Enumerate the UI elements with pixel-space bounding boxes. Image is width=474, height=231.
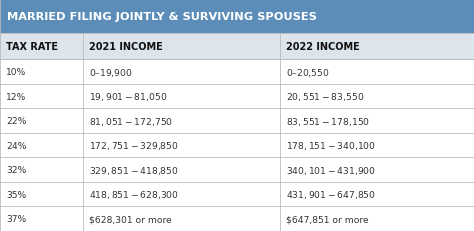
Bar — [0, 0, 474, 33]
Text: $647,851 or more: $647,851 or more — [286, 214, 368, 223]
Bar — [0, 109, 474, 133]
Bar — [0, 133, 474, 158]
Bar — [0, 60, 474, 85]
Text: $418,851 - $628,300: $418,851 - $628,300 — [89, 188, 179, 200]
Text: 2021 INCOME: 2021 INCOME — [89, 42, 163, 52]
Text: 32%: 32% — [6, 165, 27, 174]
Text: 24%: 24% — [6, 141, 27, 150]
Text: 35%: 35% — [6, 190, 26, 199]
Text: $0–$20,550: $0–$20,550 — [286, 66, 329, 78]
Text: $0–$19,900: $0–$19,900 — [89, 66, 133, 78]
Text: $178,151 - $340,100: $178,151 - $340,100 — [286, 140, 376, 152]
Text: TAX RATE: TAX RATE — [6, 42, 58, 52]
Bar — [0, 207, 474, 231]
Bar — [0, 182, 474, 207]
Text: 37%: 37% — [6, 214, 26, 223]
Bar — [0, 33, 474, 60]
Text: $81,051 - $172,750: $81,051 - $172,750 — [89, 115, 173, 127]
Text: 2022 INCOME: 2022 INCOME — [286, 42, 360, 52]
Text: $329,851 - $418,850: $329,851 - $418,850 — [89, 164, 179, 176]
Text: $340,101 - $431,900: $340,101 - $431,900 — [286, 164, 376, 176]
Bar — [0, 158, 474, 182]
Text: 12%: 12% — [6, 92, 27, 101]
Text: $20,551 - $83,550: $20,551 - $83,550 — [286, 91, 364, 103]
Text: $19,901 - $81,050: $19,901 - $81,050 — [89, 91, 167, 103]
Text: $431,901 - $647,850: $431,901 - $647,850 — [286, 188, 376, 200]
Bar — [0, 85, 474, 109]
Text: MARRIED FILING JOINTLY & SURVIVING SPOUSES: MARRIED FILING JOINTLY & SURVIVING SPOUS… — [7, 12, 317, 22]
Text: 22%: 22% — [6, 117, 27, 126]
Text: 10%: 10% — [6, 68, 27, 77]
Text: $172,751 - $329,850: $172,751 - $329,850 — [89, 140, 179, 152]
Text: $83,551 - $178,150: $83,551 - $178,150 — [286, 115, 370, 127]
Text: $628,301 or more: $628,301 or more — [89, 214, 172, 223]
